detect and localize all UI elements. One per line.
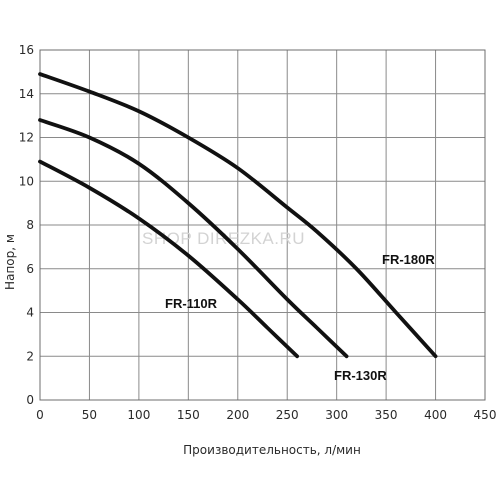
x-tick-label-450: 450 — [474, 408, 497, 422]
x-tick-label-400: 400 — [424, 408, 447, 422]
x-tick-label-250: 250 — [276, 408, 299, 422]
y-tick-label-0: 0 — [26, 393, 34, 407]
x-tick-label-150: 150 — [177, 408, 200, 422]
x-tick-label-200: 200 — [226, 408, 249, 422]
x-tick-label-350: 350 — [375, 408, 398, 422]
y-tick-label-2: 2 — [26, 349, 34, 363]
y-tick-label-8: 8 — [26, 218, 34, 232]
y-tick-label-10: 10 — [19, 174, 34, 188]
series-line-fr-110r — [38, 159, 300, 359]
x-tick-label-300: 300 — [325, 408, 348, 422]
y-tick-label-4: 4 — [26, 306, 34, 320]
series-line-fr-130r — [38, 118, 349, 359]
y-tick-label-12: 12 — [19, 131, 34, 145]
y-tick-label-16: 16 — [19, 43, 34, 57]
series-group — [38, 72, 438, 359]
y-tick-label-14: 14 — [19, 87, 34, 101]
x-tick-label-50: 50 — [82, 408, 97, 422]
y-tick-label-6: 6 — [26, 262, 34, 276]
x-tick-label-0: 0 — [36, 408, 44, 422]
series-line-fr-180r — [38, 72, 438, 359]
series-label-fr-130r: FR-130R — [334, 368, 387, 383]
plot-area — [39, 49, 486, 401]
watermark: SHOP DIREZKA.RU — [142, 229, 305, 248]
x-tick-label-100: 100 — [127, 408, 150, 422]
y-axis-title: Напор, м — [3, 234, 17, 290]
series-label-fr-180r: FR-180R — [382, 252, 435, 267]
series-label-fr-110r: FR-110R — [165, 296, 218, 311]
x-axis-title: Производительность, л/мин — [183, 443, 361, 457]
tick-labels: 0 50 100 150 200 250 300 350 400 450 0 2 4 6 8 10 12 14 16 — [19, 43, 497, 422]
grid — [39, 49, 486, 401]
